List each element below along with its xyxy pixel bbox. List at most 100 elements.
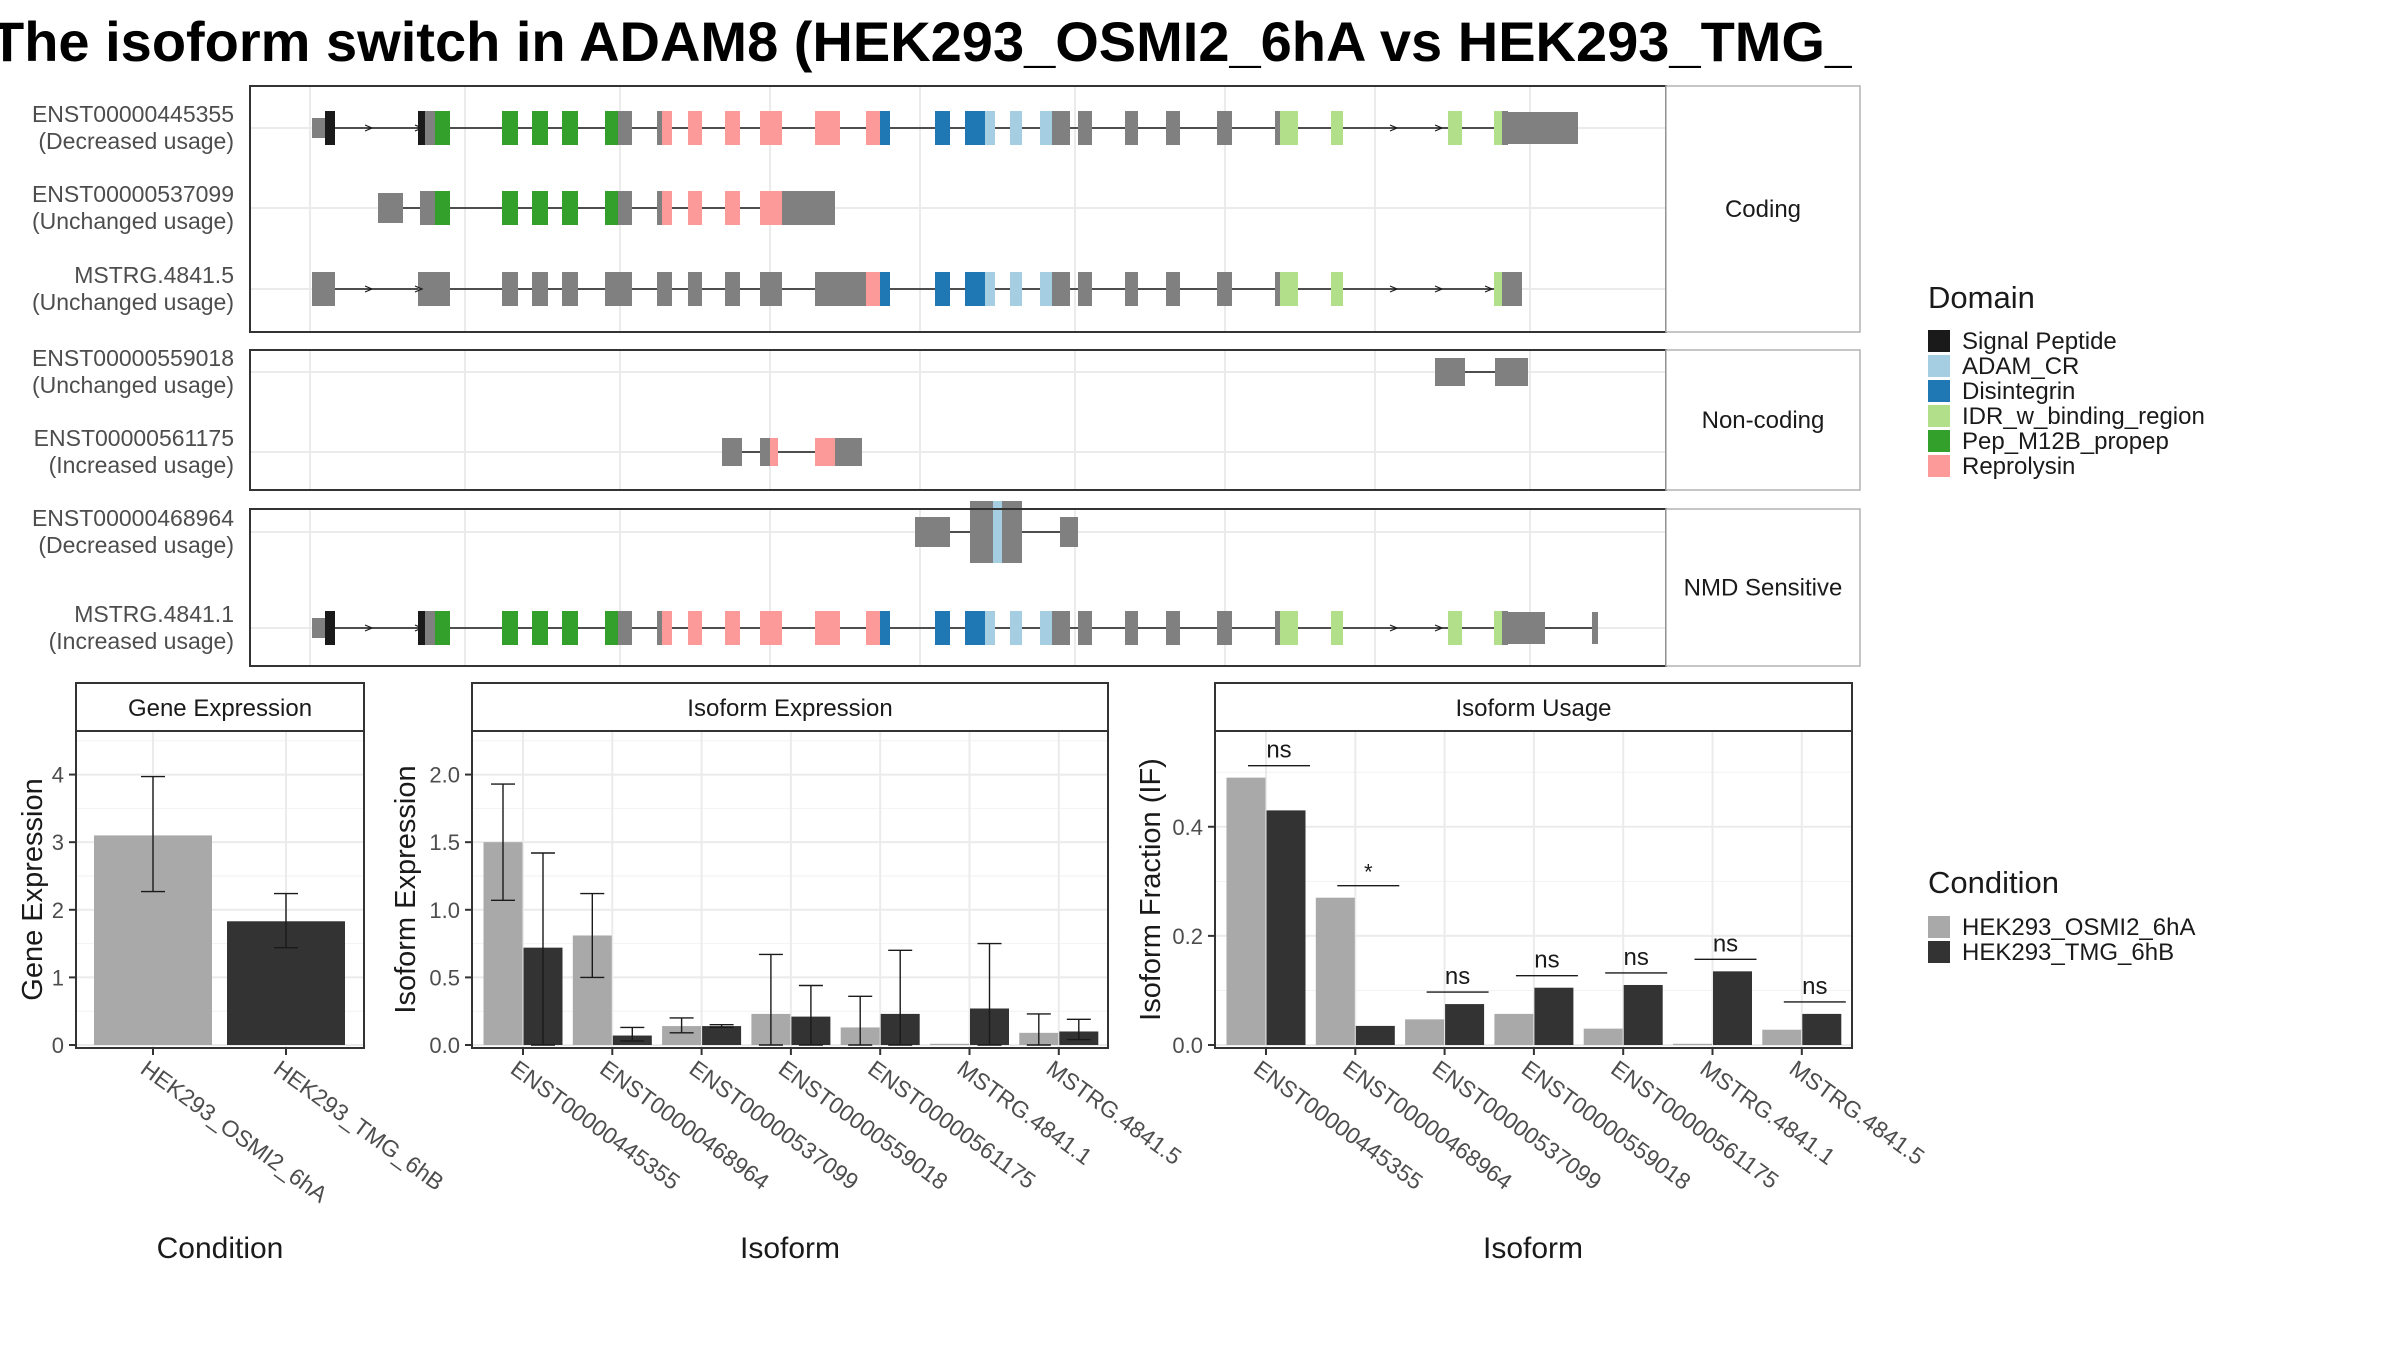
legend-swatch-adam-cr: [1928, 355, 1950, 377]
facet-strip-title: Isoform Usage: [1455, 695, 1611, 722]
transcript-id-label: MSTRG.4841.5: [74, 262, 234, 288]
exon-pep-m12b-propep: [562, 611, 578, 645]
exon-idr-w-binding-region: [1331, 111, 1343, 145]
strand-arrow: [1434, 285, 1444, 293]
exon-reprolysin: [725, 191, 740, 225]
exon-none: [1125, 611, 1138, 645]
exon-reprolysin: [688, 191, 702, 225]
exon-none: [970, 501, 985, 563]
exon-reprolysin: [815, 438, 835, 466]
strand-arrow: [414, 124, 424, 132]
exon-reprolysin: [662, 111, 672, 145]
exon-adam-cr: [1010, 611, 1022, 645]
bar-cond2: [1355, 1025, 1395, 1045]
exon-disintegrin: [935, 611, 950, 645]
strand-arrow: [364, 285, 374, 293]
strand-arrow: [1389, 124, 1399, 132]
exon-none: [1052, 611, 1070, 645]
exon-none: [562, 272, 578, 306]
strand-arrow: [1484, 285, 1494, 293]
exon-none: [1125, 111, 1138, 145]
exon-disintegrin: [965, 272, 985, 306]
exon-adam-cr: [985, 111, 995, 145]
legend-domain-title: Domain: [1928, 280, 2035, 315]
exon-pep-m12b-propep: [605, 111, 618, 145]
exon-none: [1275, 272, 1280, 306]
exon-none: [1217, 272, 1232, 306]
exon-none: [1166, 272, 1180, 306]
exon-none: [1502, 272, 1522, 306]
exon-none: [800, 191, 835, 225]
exon-none: [312, 272, 335, 306]
exon-idr-w-binding-region: [1494, 611, 1502, 645]
exon-adam-cr: [985, 272, 995, 306]
legend-swatch-disintegrin: [1928, 380, 1950, 402]
strand-arrow: [364, 624, 374, 632]
bar-cond1: [930, 1043, 969, 1045]
exon-none: [835, 438, 845, 466]
exon-reprolysin: [866, 272, 880, 306]
y-tick-label: 0.5: [429, 965, 460, 990]
exon-reprolysin: [760, 611, 782, 645]
exon-none: [1592, 612, 1598, 644]
exon-reprolysin: [770, 438, 778, 466]
panel-strip-0: [1665, 85, 1861, 333]
exon-disintegrin: [880, 272, 890, 306]
exon-none: [815, 272, 860, 306]
transcript-usage-label: (Decreased usage): [38, 532, 234, 558]
exon-none: [1275, 111, 1280, 145]
exon-none: [657, 611, 662, 645]
exon-reprolysin: [866, 111, 880, 145]
exon-none: [1508, 112, 1578, 144]
exon-disintegrin: [935, 111, 950, 145]
y-axis-title: Isoform Fraction (IF): [1135, 758, 1167, 1021]
exon-reprolysin: [866, 611, 880, 645]
exon-none: [1002, 501, 1012, 563]
exon-pep-m12b-propep: [532, 111, 548, 145]
legend-swatch-idr-w-binding-region: [1928, 405, 1950, 427]
legend-swatch-condition: [1928, 941, 1950, 963]
exon-idr-w-binding-region: [1448, 111, 1462, 145]
y-axis-title: Isoform Expression: [390, 765, 422, 1013]
exon-adam-cr: [1040, 111, 1052, 145]
exon-none: [845, 438, 862, 466]
facet-strip: [75, 682, 365, 732]
x-axis-title: Isoform: [740, 1232, 840, 1265]
significance-label: ns: [1266, 737, 1291, 764]
exon-reprolysin: [662, 611, 672, 645]
significance-label: ns: [1802, 973, 1827, 1000]
exon-idr-w-binding-region: [1280, 111, 1298, 145]
bar-cond1: [1494, 1013, 1534, 1045]
exon-reprolysin: [815, 111, 840, 145]
bar-cond1: [662, 1026, 702, 1045]
legend-swatch-reprolysin: [1928, 455, 1950, 477]
exon-signal-peptide: [325, 111, 335, 145]
exon-none: [1125, 272, 1138, 306]
exon-idr-w-binding-region: [1331, 272, 1343, 306]
exon-pep-m12b-propep: [605, 611, 618, 645]
bar-cond1: [1226, 777, 1266, 1045]
exon-adam-cr: [1040, 272, 1052, 306]
panel-strip-label: NMD Sensitive: [1684, 575, 1843, 602]
exon-idr-w-binding-region: [1448, 611, 1462, 645]
exon-pep-m12b-propep: [502, 611, 518, 645]
panel-strip-1: [1665, 349, 1861, 491]
exon-reprolysin: [725, 111, 740, 145]
legend-domain-label: IDR_w_binding_region: [1962, 403, 2205, 430]
exon-pep-m12b-propep: [532, 611, 548, 645]
exon-pep-m12b-propep: [435, 611, 450, 645]
transcript-id-label: MSTRG.4841.1: [74, 601, 234, 627]
transcript-usage-label: (Unchanged usage): [32, 372, 234, 398]
transcript-usage-label: (Increased usage): [49, 452, 234, 478]
exon-reprolysin: [688, 111, 702, 145]
exon-adam-cr: [985, 611, 995, 645]
exon-none: [1078, 272, 1092, 306]
y-tick-label: 4: [52, 763, 64, 788]
transcript-id-label: ENST00000468964: [32, 505, 234, 531]
exon-idr-w-binding-region: [1494, 111, 1502, 145]
panel-strip-label: Coding: [1725, 196, 1801, 223]
transcript-id-label: ENST00000561175: [34, 425, 234, 451]
exon-none: [1217, 611, 1232, 645]
bar-cond2: [1802, 1013, 1842, 1045]
exon-pep-m12b-propep: [502, 191, 518, 225]
